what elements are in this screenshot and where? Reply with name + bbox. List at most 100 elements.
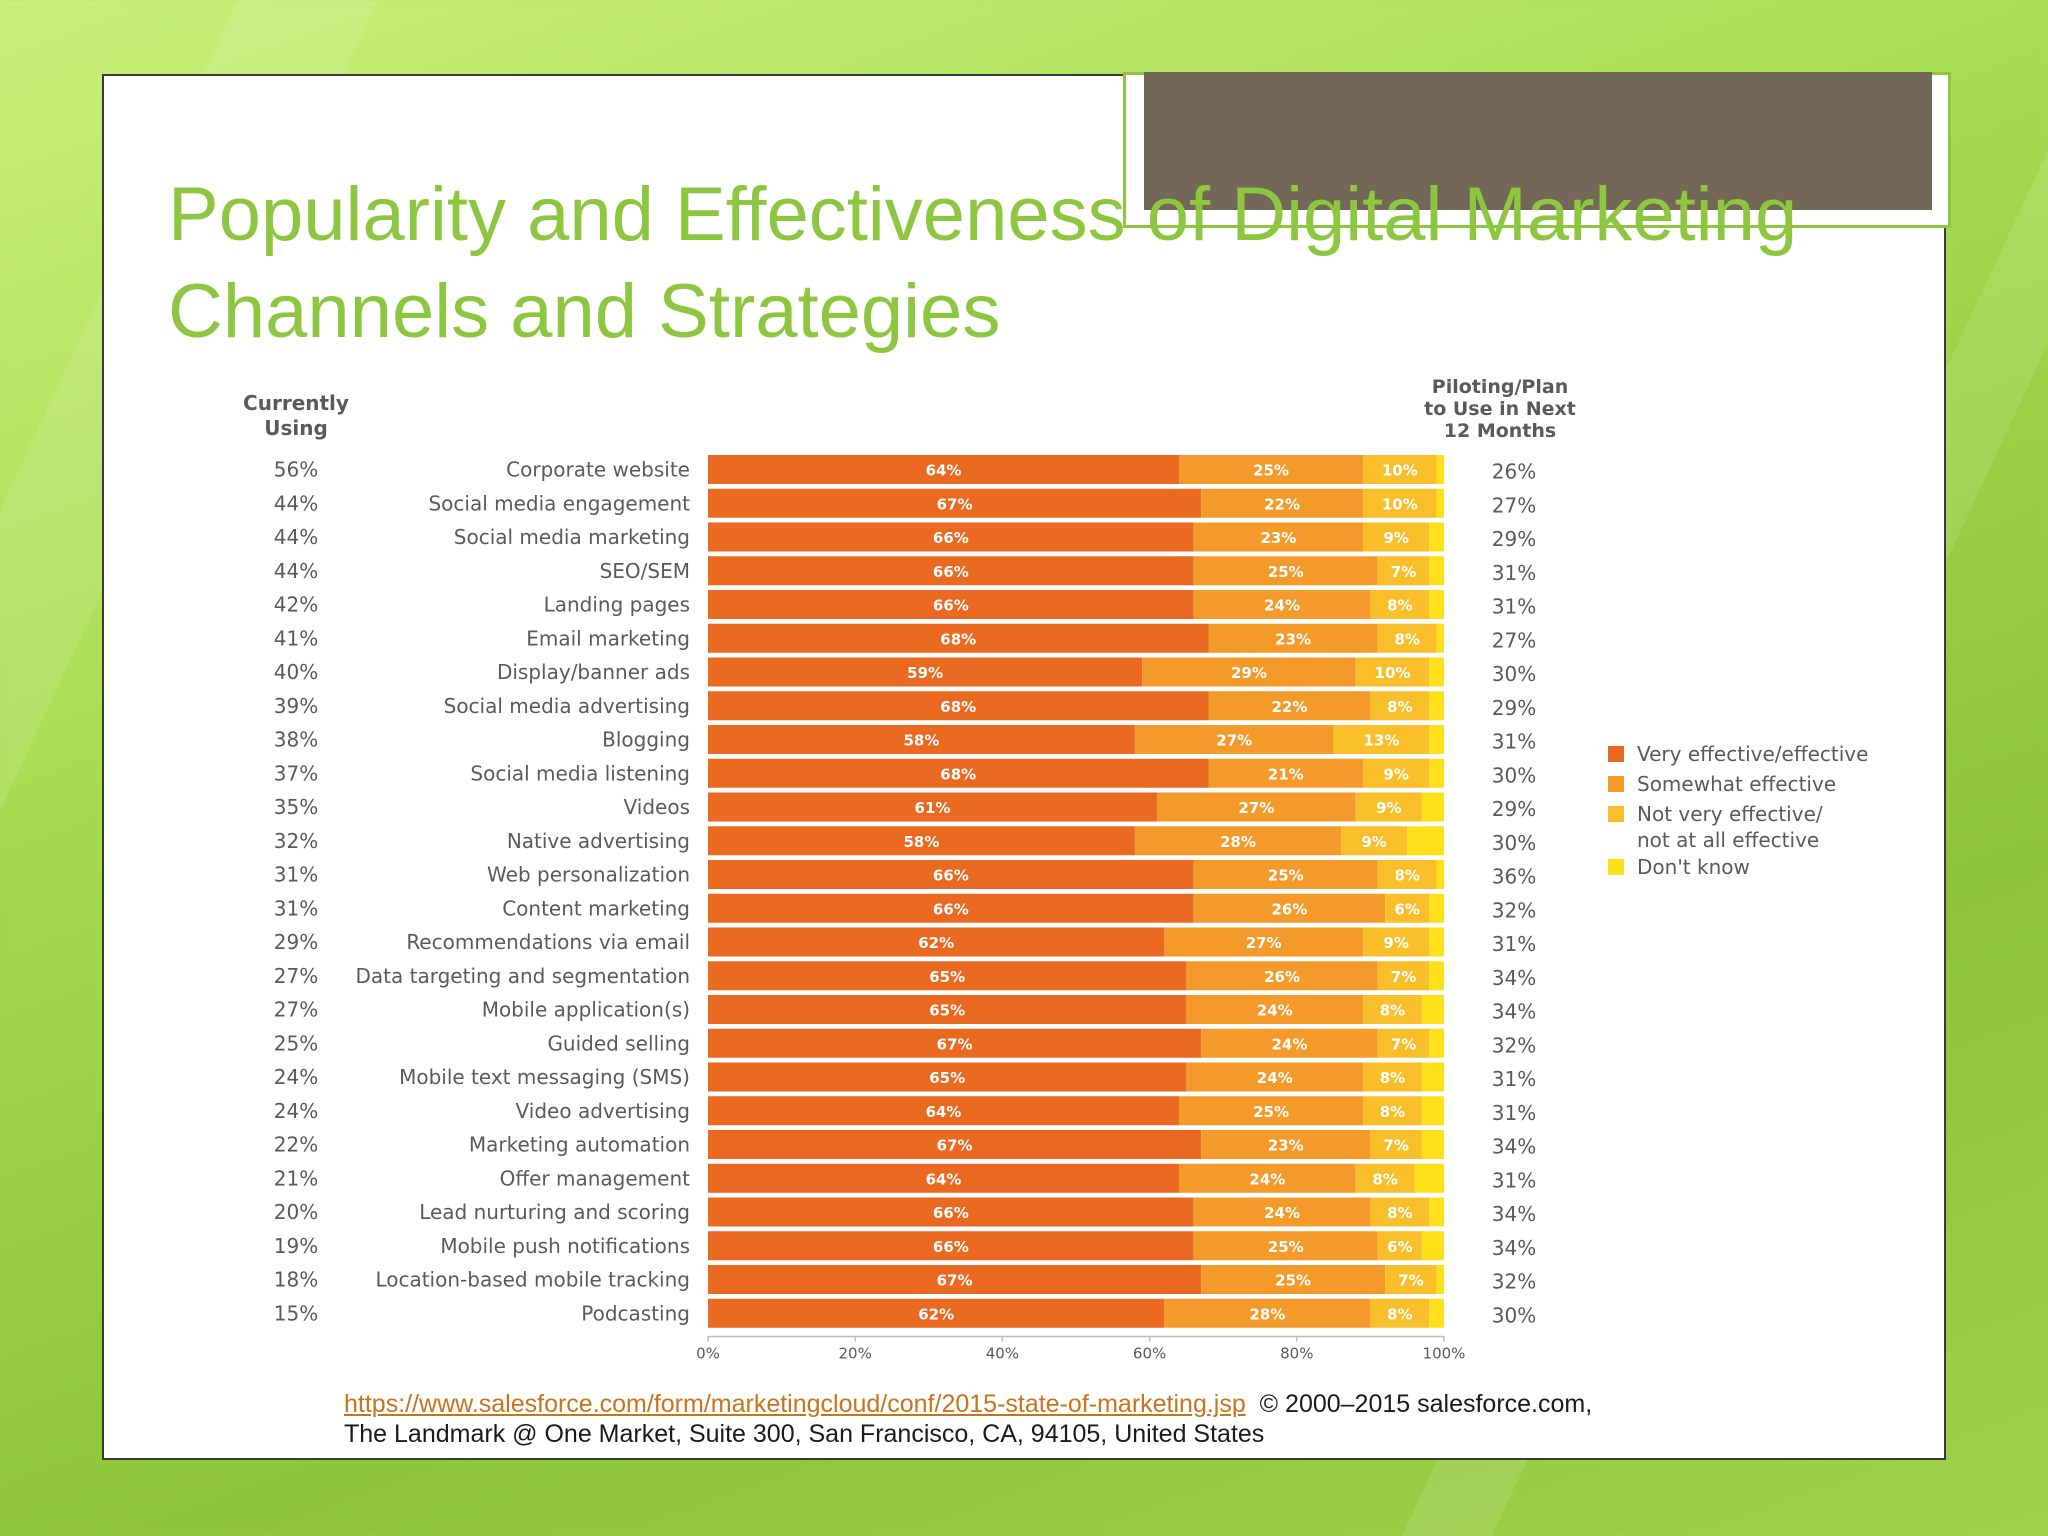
- bar-segment: [1385, 893, 1430, 923]
- bar-data-label: 7%: [1383, 1137, 1408, 1155]
- bar-segment: [1193, 1231, 1378, 1261]
- planning-value: 31%: [1492, 595, 1536, 619]
- bar-segment: [1429, 725, 1444, 754]
- category-label: Landing pages: [544, 593, 690, 617]
- chart-row: 35% Videos 61% 27% 9% 29%: [274, 792, 1536, 822]
- planning-value: 34%: [1492, 1000, 1536, 1024]
- bar-segment: [1142, 657, 1356, 687]
- bar-segment: [1363, 488, 1437, 518]
- bar-segment: [708, 758, 1209, 788]
- bar-data-label: 28%: [1249, 1305, 1285, 1323]
- bar-segment: [1179, 455, 1364, 484]
- bar-segment: [1436, 1265, 1444, 1294]
- bar-data-label: 67%: [937, 1035, 973, 1053]
- currently-using-value: 21%: [274, 1166, 318, 1190]
- bar-data-label: 24%: [1257, 1002, 1293, 1020]
- planning-value: 36%: [1492, 865, 1536, 889]
- bar-segment: [1421, 1231, 1444, 1261]
- bar-segment: [1429, 961, 1444, 991]
- currently-using-value: 19%: [274, 1234, 318, 1258]
- planning-value: 32%: [1492, 898, 1536, 922]
- bar-data-label: 27%: [1238, 799, 1274, 817]
- bar-segment: [1193, 522, 1364, 552]
- bar-segment: [708, 927, 1165, 957]
- bar-data-label: 7%: [1398, 1272, 1423, 1290]
- planning-value: 31%: [1492, 1168, 1536, 1192]
- bar-segment: [1385, 1265, 1437, 1294]
- bar-data-label: 64%: [926, 462, 962, 480]
- bar-data-label: 25%: [1275, 1272, 1311, 1290]
- bar-data-label: 67%: [937, 495, 973, 513]
- bar-segment: [708, 590, 1194, 619]
- category-label: Videos: [624, 795, 690, 819]
- bar-data-label: 8%: [1380, 1002, 1405, 1020]
- bar-segment: [1429, 657, 1444, 687]
- currently-using-value: 41%: [274, 626, 318, 650]
- bar-segment: [1421, 1096, 1444, 1126]
- bar-data-label: 8%: [1372, 1170, 1397, 1188]
- chart-row: 56% Corporate website 64% 25% 10% 26%: [274, 455, 1536, 484]
- bar-data-label: 21%: [1268, 765, 1304, 783]
- x-tick-label: 20%: [839, 1345, 872, 1363]
- bar-segment: [1421, 1130, 1444, 1159]
- chart-row: 44% Social media engagement 67% 22% 10% 27%: [274, 488, 1536, 518]
- bar-segment: [1429, 556, 1444, 586]
- currently-using-value: 25%: [274, 1031, 318, 1055]
- legend-item: Very effective/effective: [1608, 742, 1868, 766]
- planning-value: 31%: [1492, 932, 1536, 956]
- bar-segment: [1429, 758, 1444, 788]
- bar-segment: [708, 522, 1194, 552]
- bar-segment: [1201, 1265, 1386, 1294]
- bar-data-label: 25%: [1268, 867, 1304, 885]
- bar-data-label: 64%: [926, 1103, 962, 1121]
- currently-using-value: 40%: [274, 660, 318, 684]
- x-tick-label: 40%: [986, 1345, 1019, 1363]
- left-header-text: Using: [264, 416, 328, 440]
- bar-data-label: 7%: [1391, 968, 1416, 986]
- bar-segment: [1208, 623, 1378, 653]
- bar-segment: [1186, 995, 1364, 1024]
- legend-swatch: [1608, 806, 1624, 822]
- bar-segment: [708, 792, 1157, 822]
- bar-data-label: 25%: [1268, 1238, 1304, 1256]
- bar-segment: [708, 1028, 1202, 1058]
- currently-using-value: 42%: [274, 593, 318, 617]
- legend-label: Somewhat effective: [1637, 772, 1836, 796]
- bar-segment: [1370, 1130, 1422, 1159]
- currently-using-value: 22%: [274, 1133, 318, 1157]
- bar-data-label: 66%: [933, 1204, 969, 1222]
- planning-value: 32%: [1492, 1270, 1536, 1294]
- currently-using-value: 44%: [274, 525, 318, 549]
- bar-data-label: 9%: [1383, 765, 1408, 783]
- bar-segment: [708, 1197, 1194, 1227]
- chart-legend: Very effective/effective Somewhat effecti…: [1608, 742, 1868, 879]
- bar-segment: [708, 1231, 1194, 1261]
- right-header-text: Piloting/Plan: [1432, 376, 1568, 398]
- bar-segment: [1363, 927, 1430, 957]
- bar-segment: [708, 995, 1187, 1024]
- chart-row: 27% Data targeting and segmentation 65% 26%…: [274, 961, 1536, 991]
- category-label: Podcasting: [581, 1301, 690, 1325]
- bar-data-label: 22%: [1271, 698, 1307, 716]
- legend-swatch: [1608, 859, 1624, 875]
- bar-segment: [1429, 590, 1444, 619]
- category-label: Social media listening: [470, 761, 690, 785]
- bar-data-label: 24%: [1271, 1035, 1307, 1053]
- bar-segment: [1340, 826, 1408, 856]
- category-label: Guided selling: [547, 1031, 690, 1055]
- bar-data-label: 24%: [1264, 597, 1300, 615]
- bar-segment: [1377, 1028, 1430, 1058]
- currently-using-value: 31%: [274, 896, 318, 920]
- bar-segment: [1201, 488, 1364, 518]
- currently-using-value: 44%: [274, 559, 318, 583]
- bar-segment: [1363, 1062, 1422, 1092]
- chart-row: 27% Mobile application(s) 65% 24% 8% 34%: [274, 995, 1536, 1024]
- planning-value: 34%: [1492, 1135, 1536, 1159]
- legend-label: Very effective/effective: [1637, 742, 1868, 766]
- chart-row: 44% SEO/SEM 66% 25% 7% 31%: [274, 556, 1536, 586]
- bar-data-label: 64%: [926, 1170, 962, 1188]
- chart-row: 31% Web personalization 66% 25% 8% 36%: [274, 860, 1536, 889]
- source-link[interactable]: https://www.salesforce.com/form/marketin…: [344, 1390, 1246, 1418]
- x-tick-label: 80%: [1280, 1345, 1313, 1363]
